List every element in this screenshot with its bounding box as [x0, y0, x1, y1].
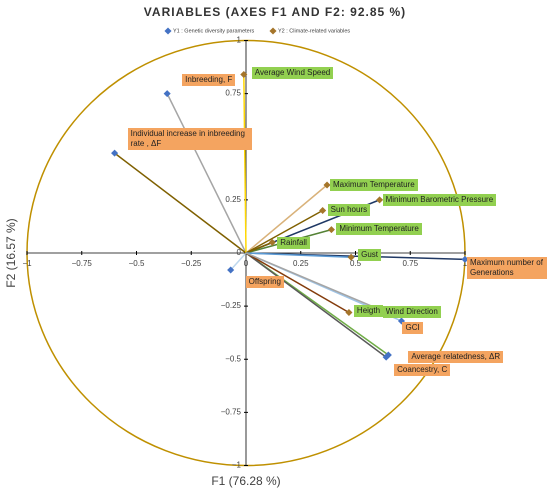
point-label: Rainfall [277, 237, 310, 250]
y-tick-label: −1 [232, 461, 242, 470]
point-label: Minimum Barometric Pressure [382, 193, 497, 206]
x-tick-label: −0.75 [72, 259, 93, 268]
point-label: Heigth [353, 304, 384, 317]
point [240, 70, 248, 79]
point-label: Coancestry, C [394, 364, 451, 377]
x-tick-label: 0.75 [402, 259, 418, 268]
point-label: Individual increase in inbreeding rate ,… [127, 128, 252, 151]
y-tick-label: 1 [237, 36, 242, 45]
x-tick-label: −0.25 [181, 259, 202, 268]
vector [230, 252, 247, 271]
point-label: Minimum Temperature [336, 222, 422, 235]
vector [245, 209, 324, 254]
point-label: Wind Direction [382, 306, 441, 319]
point [268, 238, 276, 246]
legend-label: Y2 : Climate-related variables [278, 28, 350, 34]
point [345, 308, 353, 317]
point [382, 353, 390, 361]
point [323, 181, 331, 189]
x-tick-label: 0.25 [293, 259, 309, 268]
point-label: Gust [358, 249, 382, 262]
chart-title: VARIABLES (AXES F1 AND F2: 92.85 %) [144, 5, 406, 19]
point-label: Maximum Temperature [330, 179, 418, 191]
legend-marker [269, 27, 277, 35]
point-label: Average Wind Speed [251, 66, 334, 79]
x-axis-label: F1 (76.28 %) [211, 474, 280, 488]
x-tick-label: −0.5 [129, 259, 145, 268]
y-axis-label: F2 (16.57 %) [4, 218, 18, 287]
x-tick-label: 1 [463, 259, 468, 268]
vector [245, 241, 273, 254]
point [319, 206, 327, 215]
point [163, 90, 171, 98]
point-label: Average relatedness, ΔR [408, 351, 504, 363]
vector [243, 74, 247, 254]
point-label: GCI [402, 322, 423, 334]
point [111, 149, 119, 157]
y-tick-label: −0.25 [221, 301, 242, 310]
point [227, 266, 235, 274]
y-tick-label: −0.5 [225, 354, 241, 363]
point-label: Inbreeding, F [182, 73, 236, 86]
y-tick-label: 0.75 [225, 89, 241, 98]
point [461, 255, 469, 263]
vector [166, 93, 247, 254]
vector [245, 252, 387, 358]
y-tick-label: −0.75 [221, 407, 242, 416]
vector [114, 152, 247, 254]
point-label: Maximum number of Generations [467, 257, 547, 280]
point [327, 226, 335, 234]
x-tick-label: 0 [244, 259, 249, 268]
point-label: Sun hours [327, 203, 371, 216]
vector [245, 252, 383, 312]
x-tick-label: 0.5 [350, 259, 362, 268]
y-tick-label: 0.25 [225, 195, 241, 204]
vector [245, 252, 352, 258]
point [347, 253, 355, 261]
legend-marker [164, 27, 172, 35]
vector [245, 184, 328, 254]
point-label: Offspring [245, 276, 284, 288]
legend-label: Y1 : Genetic diversity parameters [173, 28, 255, 34]
point [376, 196, 384, 204]
vector [245, 252, 350, 314]
x-tick-label: −1 [22, 259, 32, 268]
y-tick-label: 0 [237, 248, 242, 257]
